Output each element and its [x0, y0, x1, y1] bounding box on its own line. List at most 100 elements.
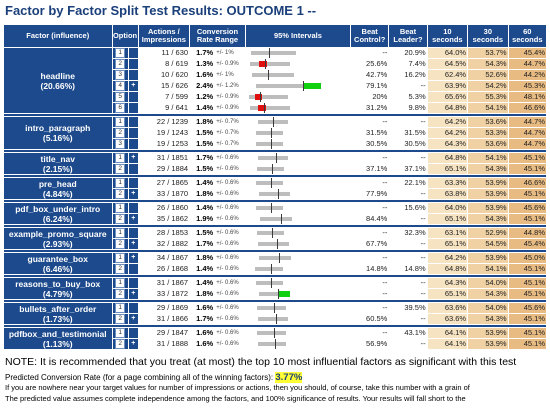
beat-leader: 32.3% [389, 228, 427, 239]
seconds-60: 45.6% [508, 203, 546, 214]
beat-leader: 20.9% [389, 48, 427, 59]
interval-range [248, 95, 288, 100]
option-button[interactable]: 2 [115, 214, 126, 225]
footnote-impressions: If you are nowhere near your target valu… [5, 383, 470, 392]
seconds-30: 53.9% [468, 339, 508, 350]
separator-cell [4, 200, 546, 203]
factor-name[interactable]: title_nav [40, 153, 76, 164]
header-intervals: 95% Intervals [245, 25, 351, 47]
interval-tick [273, 328, 275, 339]
factor-name[interactable]: headline [40, 70, 75, 81]
separator-cell [4, 300, 546, 303]
separator-cell [4, 150, 546, 153]
separator-cell [4, 250, 546, 253]
seconds-30: 55.3% [468, 92, 508, 103]
beat-leader: 7.4% [389, 59, 427, 70]
beat-control: -- [351, 303, 389, 314]
seconds-30: 54.5% [468, 239, 508, 250]
option-button[interactable]: 1 [115, 278, 126, 289]
option-button[interactable]: 1 [115, 253, 126, 264]
winner-marker [128, 59, 138, 70]
green-significance-mark [278, 291, 290, 298]
option-cell: 2 [112, 314, 128, 325]
option-button[interactable]: 3 [115, 139, 126, 150]
factor-name[interactable]: bullets_after_order [19, 303, 97, 314]
interval-range [258, 342, 287, 347]
conversion-range: +/- 0.6% [215, 239, 245, 250]
winner-marker [128, 278, 138, 289]
factor-name[interactable]: pre_head [38, 178, 77, 189]
interval-cell [245, 278, 351, 289]
interval-range [256, 131, 284, 136]
option-button[interactable]: 1 [115, 117, 126, 128]
winner-marker [128, 178, 138, 189]
actions-impressions: 33 / 1870 [138, 189, 190, 200]
seconds-30: 54.3% [468, 59, 508, 70]
option-button[interactable]: 1 [115, 303, 126, 314]
seconds-10: 64.0% [427, 203, 468, 214]
option-button[interactable]: 1 [115, 228, 126, 239]
option-button[interactable]: 1 [115, 203, 126, 214]
option-button[interactable]: 1 [115, 328, 126, 339]
factor-name[interactable]: pdfbox_and_testimonial [8, 328, 107, 339]
factor-cell: bullets_after_order (1.73%) [4, 303, 112, 325]
seconds-60: 45.4% [508, 239, 546, 250]
beat-control: 31.2% [351, 103, 389, 114]
option-button[interactable]: 4 [115, 81, 126, 92]
interval-tick [276, 153, 278, 164]
factor-influence: (2.15%) [42, 163, 73, 174]
interval-bar [246, 81, 350, 92]
option-button[interactable]: 5 [115, 92, 126, 103]
header-10s: 10 seconds [427, 25, 468, 47]
option-button[interactable]: 6 [115, 103, 126, 114]
conversion-rate: 1.4% [190, 103, 215, 114]
factor-name[interactable]: reasons_to_buy_box [15, 278, 101, 289]
interval-range [259, 192, 290, 197]
beat-leader: -- [389, 278, 427, 289]
interval-bar [246, 303, 350, 314]
actions-impressions: 29 / 1884 [138, 164, 190, 175]
seconds-60: 45.1% [508, 214, 546, 225]
winner-marker [128, 128, 138, 139]
winner-marker [128, 328, 138, 339]
winner-marker [128, 70, 138, 81]
factor-name[interactable]: guarantee_box [27, 253, 88, 264]
option-cell: 3 [112, 70, 128, 81]
interval-tick [270, 264, 272, 275]
factor-name[interactable]: example_promo_square [8, 228, 107, 239]
option-button[interactable]: 2 [115, 314, 126, 325]
option-button[interactable]: 2 [115, 339, 126, 350]
seconds-10: 63.3% [427, 178, 468, 189]
beat-leader: 5.3% [389, 92, 427, 103]
option-button[interactable]: 1 [115, 48, 126, 59]
factor-name[interactable]: pdf_box_under_intro [15, 203, 101, 214]
option-button[interactable]: 2 [115, 239, 126, 250]
table-row: pdfbox_and_testimonial (1.13%) 1 29 / 1847 1… [4, 328, 546, 350]
conversion-range: +/- 0.6% [215, 339, 245, 350]
note-text: NOTE: It is recommended that you treat (… [5, 356, 517, 368]
option-button[interactable]: 2 [115, 189, 126, 200]
beat-leader: 37.1% [389, 164, 427, 175]
seconds-10: 64.1% [427, 328, 468, 339]
actions-impressions: 31 / 1888 [138, 339, 190, 350]
option-button[interactable]: 1 [115, 178, 126, 189]
interval-tick [267, 70, 269, 81]
option-button[interactable]: 2 [115, 289, 126, 300]
option-button[interactable]: 2 [115, 264, 126, 275]
option-button[interactable]: 3 [115, 70, 126, 81]
option-button[interactable]: 2 [115, 164, 126, 175]
interval-tick [278, 289, 280, 300]
seconds-30: 53.9% [468, 328, 508, 339]
factor-name[interactable]: intro_paragraph [25, 123, 91, 134]
option-cell: 1 [112, 117, 128, 128]
conversion-range: +/- 0.6% [215, 153, 245, 164]
option-button[interactable]: 1 [115, 153, 126, 164]
option-button[interactable]: 2 [115, 128, 126, 139]
factor-cell: guarantee_box (6.46%) [4, 253, 112, 275]
table-row: 3 19 / 1253 1.5% +/- 0.7% 30.5% 30.5% 64.3% 53.… [4, 139, 546, 150]
option-button[interactable]: 2 [115, 59, 126, 70]
interval-tick [263, 103, 265, 114]
option-cell: 2 [112, 189, 128, 200]
seconds-30: 53.9% [468, 203, 508, 214]
interval-range [258, 242, 289, 247]
